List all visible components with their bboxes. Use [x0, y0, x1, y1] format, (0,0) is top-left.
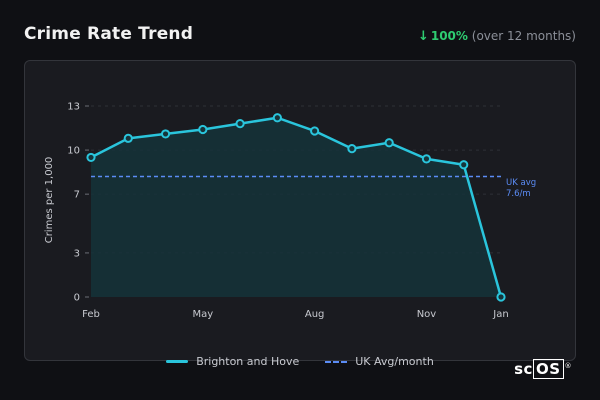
legend-item-series[interactable]: Brighton and Hove — [166, 355, 299, 368]
uk-avg-label-line2: 7.6/m — [506, 189, 531, 199]
legend-swatch-series — [166, 360, 189, 363]
data-point — [235, 119, 245, 129]
x-tick-label: Nov — [417, 309, 437, 320]
x-tick-label: Aug — [305, 309, 325, 320]
data-point — [160, 129, 171, 139]
data-point — [384, 138, 394, 148]
data-point — [123, 133, 133, 143]
y-tick-label: 3 — [74, 248, 80, 259]
change-percent: 100% — [430, 29, 468, 43]
data-point — [198, 124, 208, 135]
x-tick-label: May — [192, 309, 213, 320]
data-point — [310, 126, 320, 136]
x-tick-label: Jan — [492, 309, 508, 320]
data-point — [496, 292, 506, 302]
data-point — [272, 113, 282, 123]
y-axis-label: Crimes per 1,000 — [44, 157, 55, 244]
chart-title: Crime Rate Trend — [24, 24, 194, 44]
data-point — [421, 154, 432, 164]
scos-logo: sc OS ® — [514, 359, 572, 379]
y-tick-label: 7 — [74, 190, 80, 201]
data-point — [459, 160, 469, 170]
down-arrow-icon: ↓ — [417, 29, 429, 44]
legend-swatch-uk-avg — [325, 360, 348, 363]
series-line — [90, 116, 503, 298]
series-area — [91, 117, 501, 297]
change-indicator: ↓ 100% (over 12 months) — [418, 29, 576, 44]
y-tick-label: 10 — [67, 146, 80, 157]
x-tick-label: Feb — [82, 309, 100, 320]
data-point — [347, 144, 357, 154]
legend-label-uk-avg: UK Avg/month — [355, 355, 434, 368]
y-tick-label: 13 — [67, 102, 80, 113]
legend-item-uk-avg[interactable]: UK Avg/month — [325, 355, 434, 368]
change-period: (over 12 months) — [471, 29, 576, 43]
y-tick-label: 0 — [74, 293, 80, 304]
uk-avg-label-line1: UK avg — [506, 178, 536, 188]
legend: Brighton and Hove UK Avg/month — [0, 355, 600, 368]
legend-label-series: Brighton and Hove — [196, 355, 300, 368]
data-point — [86, 152, 96, 163]
